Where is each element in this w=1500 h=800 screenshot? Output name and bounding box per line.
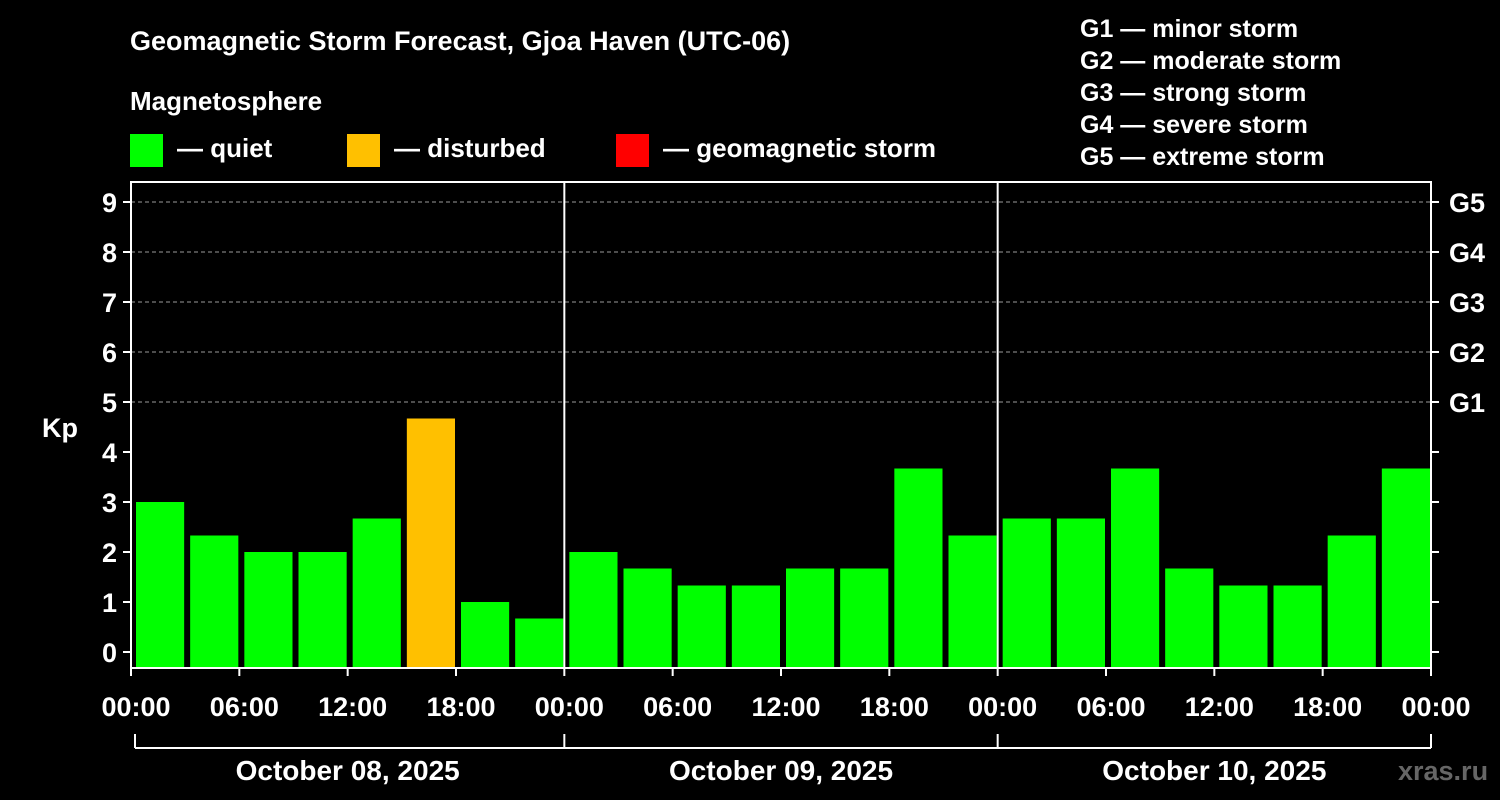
x-tick-label-1: 06:00 (210, 692, 279, 722)
legend-swatch-1 (347, 134, 380, 167)
x-tick-label-2: 12:00 (318, 692, 387, 722)
bar-22 (1327, 535, 1376, 668)
storm-scale-item-3: G4 — severe storm (1080, 111, 1308, 139)
x-tick-label-6: 12:00 (751, 692, 820, 722)
y-tick-label-8: 8 (102, 238, 117, 268)
chart-title: Geomagnetic Storm Forecast, Gjoa Haven (… (130, 26, 790, 56)
y-tick-label-7: 7 (102, 288, 117, 318)
day-label-0: October 08, 2025 (236, 755, 460, 786)
y-tick-label-5: 5 (102, 388, 117, 418)
legend-swatch-0 (130, 134, 163, 167)
bar-18 (1111, 468, 1160, 668)
right-axis-storm-labels: G1 G2 G3 G4 G5 (1431, 188, 1485, 653)
bar-8 (569, 552, 618, 668)
x-axis-ticks: 00:00 06:00 12:00 18:00 00:00 06:00 12:00 18:00… (101, 668, 1471, 722)
bar-6 (461, 602, 510, 668)
x-tick-label-7: 18:00 (860, 692, 929, 722)
y-tick-label-4: 4 (102, 438, 117, 468)
x-tick-label-10: 12:00 (1185, 692, 1254, 722)
bar-21 (1273, 585, 1322, 668)
y-tick-label-6: 6 (102, 338, 117, 368)
storm-level-label-0: G1 (1449, 388, 1485, 418)
bar-2 (244, 552, 293, 668)
bar-9 (623, 568, 672, 668)
y-tick-label-1: 1 (102, 588, 117, 618)
storm-level-label-3: G4 (1449, 238, 1485, 268)
storm-scale-item-2: G3 — strong storm (1080, 79, 1306, 107)
x-tick-label-0: 00:00 (101, 692, 170, 722)
x-tick-label-3: 18:00 (426, 692, 495, 722)
x-tick-label-12: 00:00 (1401, 692, 1470, 722)
legend-label-2: — geomagnetic storm (663, 133, 936, 163)
storm-level-label-4: G5 (1449, 188, 1485, 218)
day-labels: October 08, 2025 October 09, 2025 October … (134, 734, 1432, 786)
x-tick-label-11: 18:00 (1293, 692, 1362, 722)
bar-5 (406, 418, 455, 668)
bar-12 (786, 568, 835, 668)
storm-scale-item-0: G1 — minor storm (1080, 15, 1298, 43)
y-axis-ticks: 0 1 2 3 4 5 6 7 8 9 (102, 188, 131, 668)
storm-scale-item-1: G2 — moderate storm (1080, 47, 1341, 75)
bar-7 (515, 618, 564, 668)
day-label-1: October 09, 2025 (669, 755, 893, 786)
bar-0 (136, 502, 185, 668)
x-tick-label-5: 06:00 (643, 692, 712, 722)
bar-3 (298, 552, 347, 668)
bar-20 (1219, 585, 1268, 668)
legend-label-1: — disturbed (394, 133, 546, 163)
x-tick-label-4: 00:00 (535, 692, 604, 722)
storm-scale-item-4: G5 — extreme storm (1080, 143, 1325, 171)
x-tick-label-9: 06:00 (1076, 692, 1145, 722)
bar-15 (948, 535, 997, 668)
storm-level-label-2: G3 (1449, 288, 1485, 318)
x-tick-label-8: 00:00 (968, 692, 1037, 722)
bar-16 (1002, 518, 1051, 668)
legend-label-0: — quiet (177, 133, 273, 163)
legend-swatch-2 (616, 134, 649, 167)
bar-4 (352, 518, 401, 668)
storm-level-label-1: G2 (1449, 338, 1485, 368)
bar-23 (1381, 468, 1430, 668)
bar-14 (894, 468, 943, 668)
bar-19 (1165, 568, 1214, 668)
y-tick-label-2: 2 (102, 538, 117, 568)
y-axis-label: Kp (42, 413, 78, 443)
bar-13 (840, 568, 889, 668)
grid-lines (131, 201, 1431, 403)
bar-11 (731, 585, 780, 668)
legend: — quiet — disturbed — geomagnetic storm (130, 133, 936, 167)
storm-scale-legend: G1 — minor storm G2 — moderate storm G3 — … (1080, 15, 1341, 171)
y-tick-label-9: 9 (102, 188, 117, 218)
bar-17 (1056, 518, 1105, 668)
bar-10 (677, 585, 726, 668)
y-tick-label-3: 3 (102, 488, 117, 518)
bars (136, 418, 1430, 668)
legend-title: Magnetosphere (130, 86, 322, 116)
bar-1 (190, 535, 239, 668)
y-tick-label-0: 0 (102, 638, 117, 668)
day-label-2: October 10, 2025 (1102, 755, 1326, 786)
watermark: xras.ru (1398, 756, 1488, 786)
